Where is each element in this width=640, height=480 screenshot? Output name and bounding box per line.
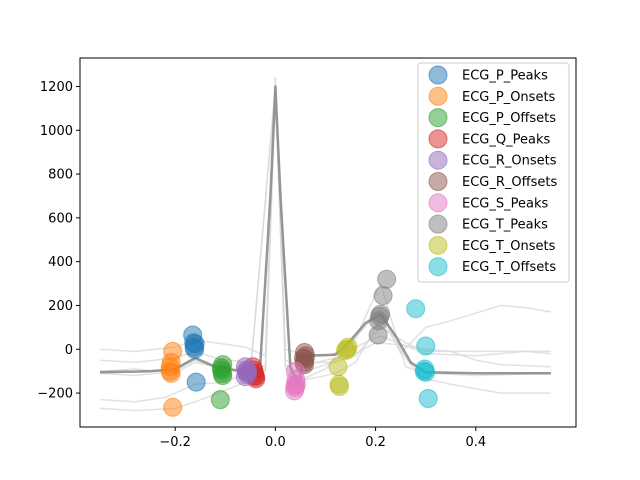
legend-label-ECG_T_Onsets: ECG_T_Onsets [462, 239, 556, 254]
ECG_T_Onsets-point-2 [336, 340, 355, 360]
series-ECG_T_Peaks [368, 269, 397, 345]
background-trace-3 [99, 85, 551, 381]
ECG_T_Offsets-point-1 [416, 336, 436, 356]
legend-marker-ECG_P_Offsets [428, 108, 448, 128]
legend-label-ECG_T_Offsets: ECG_T_Offsets [462, 260, 556, 275]
ECG_P_Onsets-point-4 [161, 363, 181, 383]
ECG_T_Peaks-point-5 [368, 325, 388, 345]
ECG_P_Offsets-point-5 [210, 390, 230, 410]
legend-label-ECG_P_Offsets: ECG_P_Offsets [462, 111, 556, 126]
legend-marker-ECG_T_Offsets [428, 257, 448, 277]
x-axis: −0.2 0.0 0.2 0.4 [159, 427, 486, 450]
legend-marker-ECG_R_Offsets [428, 172, 448, 191]
x-tick-label-0: −0.2 [159, 435, 191, 450]
y-tick-label-7: 1200 [40, 80, 73, 95]
y-tick-label-0: −200 [37, 387, 73, 402]
ECG_P_Onsets-point-5 [163, 397, 183, 417]
y-tick-label-1: 0 [65, 343, 73, 358]
legend-marker-ECG_T_Peaks [428, 214, 448, 234]
ECG_T_Offsets-point-0 [406, 299, 426, 319]
legend-box [417, 62, 570, 283]
ECG_T_Offsets-point-5 [418, 389, 438, 408]
legend-marker-ECG_Q_Peaks [428, 129, 448, 149]
series-ECG_P_Offsets [210, 355, 233, 410]
series-ECG_T_Onsets [328, 337, 358, 396]
legend-label-ECG_T_Peaks: ECG_T_Peaks [462, 218, 548, 233]
ECG_T_Onsets-point-3 [328, 357, 348, 377]
series-ECG_R_Onsets [235, 357, 258, 387]
legend-marker-ECG_P_Peaks [428, 65, 448, 85]
ECG_P_Peaks-point-5 [186, 372, 206, 392]
y-tick-label-5: 800 [48, 168, 73, 183]
legend-label-ECG_Q_Peaks: ECG_Q_Peaks [462, 132, 550, 147]
series-ECG_T_Offsets [406, 299, 438, 408]
legend-label-ECG_R_Offsets: ECG_R_Offsets [462, 175, 557, 190]
series-ECG_P_Onsets [160, 341, 183, 417]
legend-marker-ECG_S_Peaks [428, 193, 448, 213]
y-tick-label-6: 1000 [40, 124, 73, 139]
legend-label-ECG_R_Onsets: ECG_R_Onsets [462, 154, 557, 169]
legend-marker-ECG_R_Onsets [428, 150, 448, 170]
legend-label-ECG_P_Peaks: ECG_P_Peaks [462, 69, 548, 84]
legend-label-ECG_S_Peaks: ECG_S_Peaks [462, 196, 548, 211]
legend-label-ECG_P_Onsets: ECG_P_Onsets [462, 90, 556, 105]
ECG_R_Onsets-point-5 [238, 361, 258, 381]
y-tick-label-2: 200 [48, 299, 73, 314]
y-tick-label-4: 600 [48, 211, 73, 226]
background-trace-4 [99, 83, 552, 379]
ECG_T_Offsets-point-4 [416, 362, 436, 382]
y-tick-label-3: 400 [48, 255, 73, 270]
ECG_P_Peaks-point-4 [185, 334, 205, 354]
legend-marker-ECG_T_Onsets [428, 235, 448, 255]
markers [160, 269, 438, 417]
ECG_T_Onsets-point-5 [330, 377, 349, 396]
series-ECG_R_Offsets [294, 343, 315, 375]
series-ECG_S_Peaks [284, 361, 306, 401]
x-tick-label-3: 0.4 [465, 435, 486, 450]
legend-marker-ECG_P_Onsets [428, 86, 448, 106]
ECG_T_Peaks-point-0 [377, 269, 397, 289]
series-ECG_P_Peaks [183, 325, 206, 392]
ECG_S_Peaks-point-5 [285, 375, 305, 395]
plot-frame [79, 57, 577, 428]
ECG_P_Offsets-point-4 [213, 366, 233, 385]
ECG_T_Peaks-point-1 [373, 286, 393, 306]
legend: ECG_P_Peaks ECG_P_Onsets ECG_P_Offsets ECG_… [417, 62, 570, 283]
x-tick-label-2: 0.2 [365, 435, 386, 450]
x-tick-label-1: 0.0 [265, 435, 286, 450]
y-axis: −200 0 200 400 600 800 1000 1200 [37, 80, 80, 402]
